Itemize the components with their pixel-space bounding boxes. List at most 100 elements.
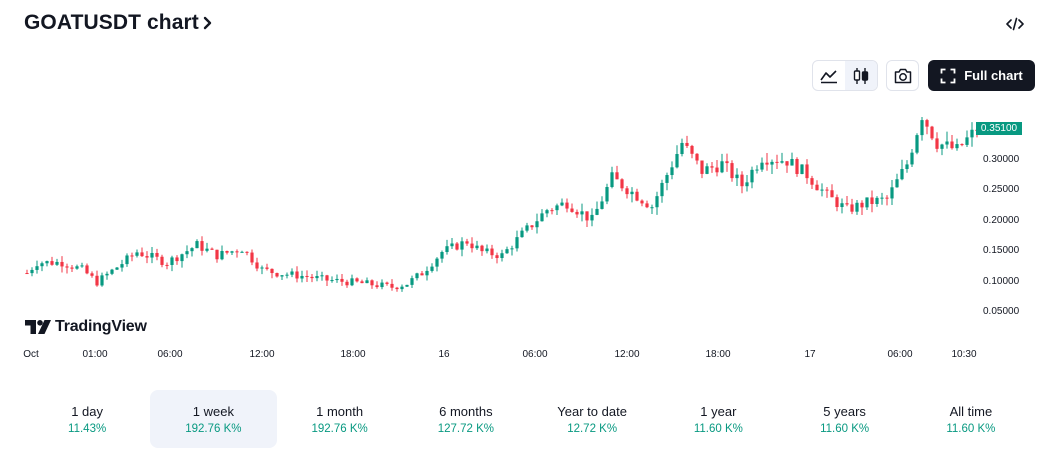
candle-down (850, 204, 854, 212)
embed-code-button[interactable] (1004, 14, 1026, 34)
candle-down (925, 120, 929, 127)
candle-up (30, 269, 34, 274)
candle-down (625, 188, 629, 195)
candle-down (585, 211, 589, 221)
tradingview-logo[interactable]: TradingView (25, 318, 147, 336)
candle-down (215, 249, 219, 260)
candle-down (490, 248, 494, 256)
candle-down (825, 189, 829, 191)
candle-up (545, 210, 549, 214)
candle-up (520, 230, 524, 238)
candle-down (265, 267, 269, 269)
price-chart[interactable] (0, 100, 1058, 340)
period-1-day[interactable]: 1 day 11.43% (24, 390, 150, 448)
candle-up (400, 286, 404, 290)
candle-up (525, 225, 529, 231)
period-1-week[interactable]: 1 week 192.76 K% (150, 390, 277, 448)
x-axis-tick-label: 06:00 (887, 349, 913, 360)
expand-icon (940, 68, 956, 83)
candle-down (860, 202, 864, 208)
candle-down (305, 275, 309, 277)
candle-down (95, 275, 99, 286)
period-change: 11.60 K% (820, 422, 870, 435)
candle-up (535, 221, 539, 228)
candle-up (170, 257, 174, 265)
candle-up (900, 169, 904, 180)
candle-up (40, 263, 44, 267)
candle-up (100, 275, 104, 286)
candle-up (965, 137, 969, 145)
candle-up (475, 245, 479, 249)
candle-down (250, 252, 254, 263)
candle-up (220, 251, 224, 260)
x-axis-tick-label: 01:00 (82, 349, 108, 360)
candle-up (910, 152, 914, 165)
candle-down (140, 252, 144, 257)
candle-up (605, 187, 609, 202)
candles-chart-button[interactable] (845, 61, 877, 90)
candle-up (185, 251, 189, 255)
screenshot-button[interactable] (886, 60, 919, 91)
chevron-right-icon (203, 16, 213, 30)
chart-title-link[interactable]: GOATUSDT chart (24, 11, 213, 35)
candle-down (360, 281, 364, 284)
candle-up (445, 246, 449, 253)
y-axis-tick-label: 0.15000 (983, 245, 1020, 256)
candle-down (465, 241, 469, 244)
area-chart-button[interactable] (813, 61, 845, 90)
period-year-to-date[interactable]: Year to date 12.72 K% (529, 390, 655, 448)
candle-down (90, 273, 94, 276)
candle-up (315, 276, 319, 279)
candle-up (410, 278, 414, 285)
candle-up (755, 169, 759, 171)
candle-up (55, 261, 59, 265)
tradingview-logo-icon (25, 320, 51, 334)
candle-up (555, 205, 559, 211)
candle-up (610, 172, 614, 188)
x-axis-tick-label: 12:00 (614, 349, 640, 360)
candle-down (390, 283, 394, 288)
x-axis-tick-label: 17 (804, 349, 816, 360)
candle-down (210, 248, 214, 250)
period-label: 6 months (439, 403, 493, 419)
candle-down (85, 265, 89, 274)
period-change: 127.72 K% (437, 422, 494, 435)
candle-down (620, 179, 624, 189)
candle-down (395, 287, 399, 290)
period-1-month[interactable]: 1 month 192.76 K% (277, 390, 403, 448)
candle-up (820, 189, 824, 191)
candle-up (515, 237, 519, 249)
x-axis-tick-label: 12:00 (249, 349, 275, 360)
candle-up (110, 269, 114, 274)
candle-down (740, 174, 744, 187)
period-all-time[interactable]: All time 11.60 K% (908, 390, 1034, 448)
candle-up (895, 179, 899, 188)
candle-up (240, 251, 244, 253)
candle-down (935, 138, 939, 149)
period-5-years[interactable]: 5 years 11.60 K% (782, 390, 908, 448)
candle-up (955, 144, 959, 149)
period-6-months[interactable]: 6 months 127.72 K% (403, 390, 529, 448)
period-1-year[interactable]: 1 year 11.60 K% (655, 390, 781, 448)
candle-down (175, 257, 179, 262)
candle-down (845, 203, 849, 205)
candle-up (735, 174, 739, 179)
x-axis-tick-label: 06:00 (157, 349, 183, 360)
y-axis-tick-label: 0.05000 (983, 306, 1020, 317)
candle-down (785, 161, 789, 166)
candle-down (870, 197, 874, 204)
candle-up (150, 252, 154, 258)
period-label: 1 year (700, 403, 737, 419)
candle-up (940, 144, 944, 149)
candle-down (695, 153, 699, 161)
candle-down (815, 184, 819, 191)
candle-down (325, 275, 329, 281)
candle-up (630, 191, 634, 195)
candle-up (680, 142, 684, 155)
candle-down (310, 276, 314, 279)
candle-up (380, 282, 384, 288)
performance-periods: 1 day 11.43% 1 week 192.76 K% 1 month 19… (24, 390, 1034, 448)
candle-up (35, 266, 39, 270)
candle-down (725, 161, 729, 164)
full-chart-button[interactable]: Full chart (928, 60, 1035, 91)
